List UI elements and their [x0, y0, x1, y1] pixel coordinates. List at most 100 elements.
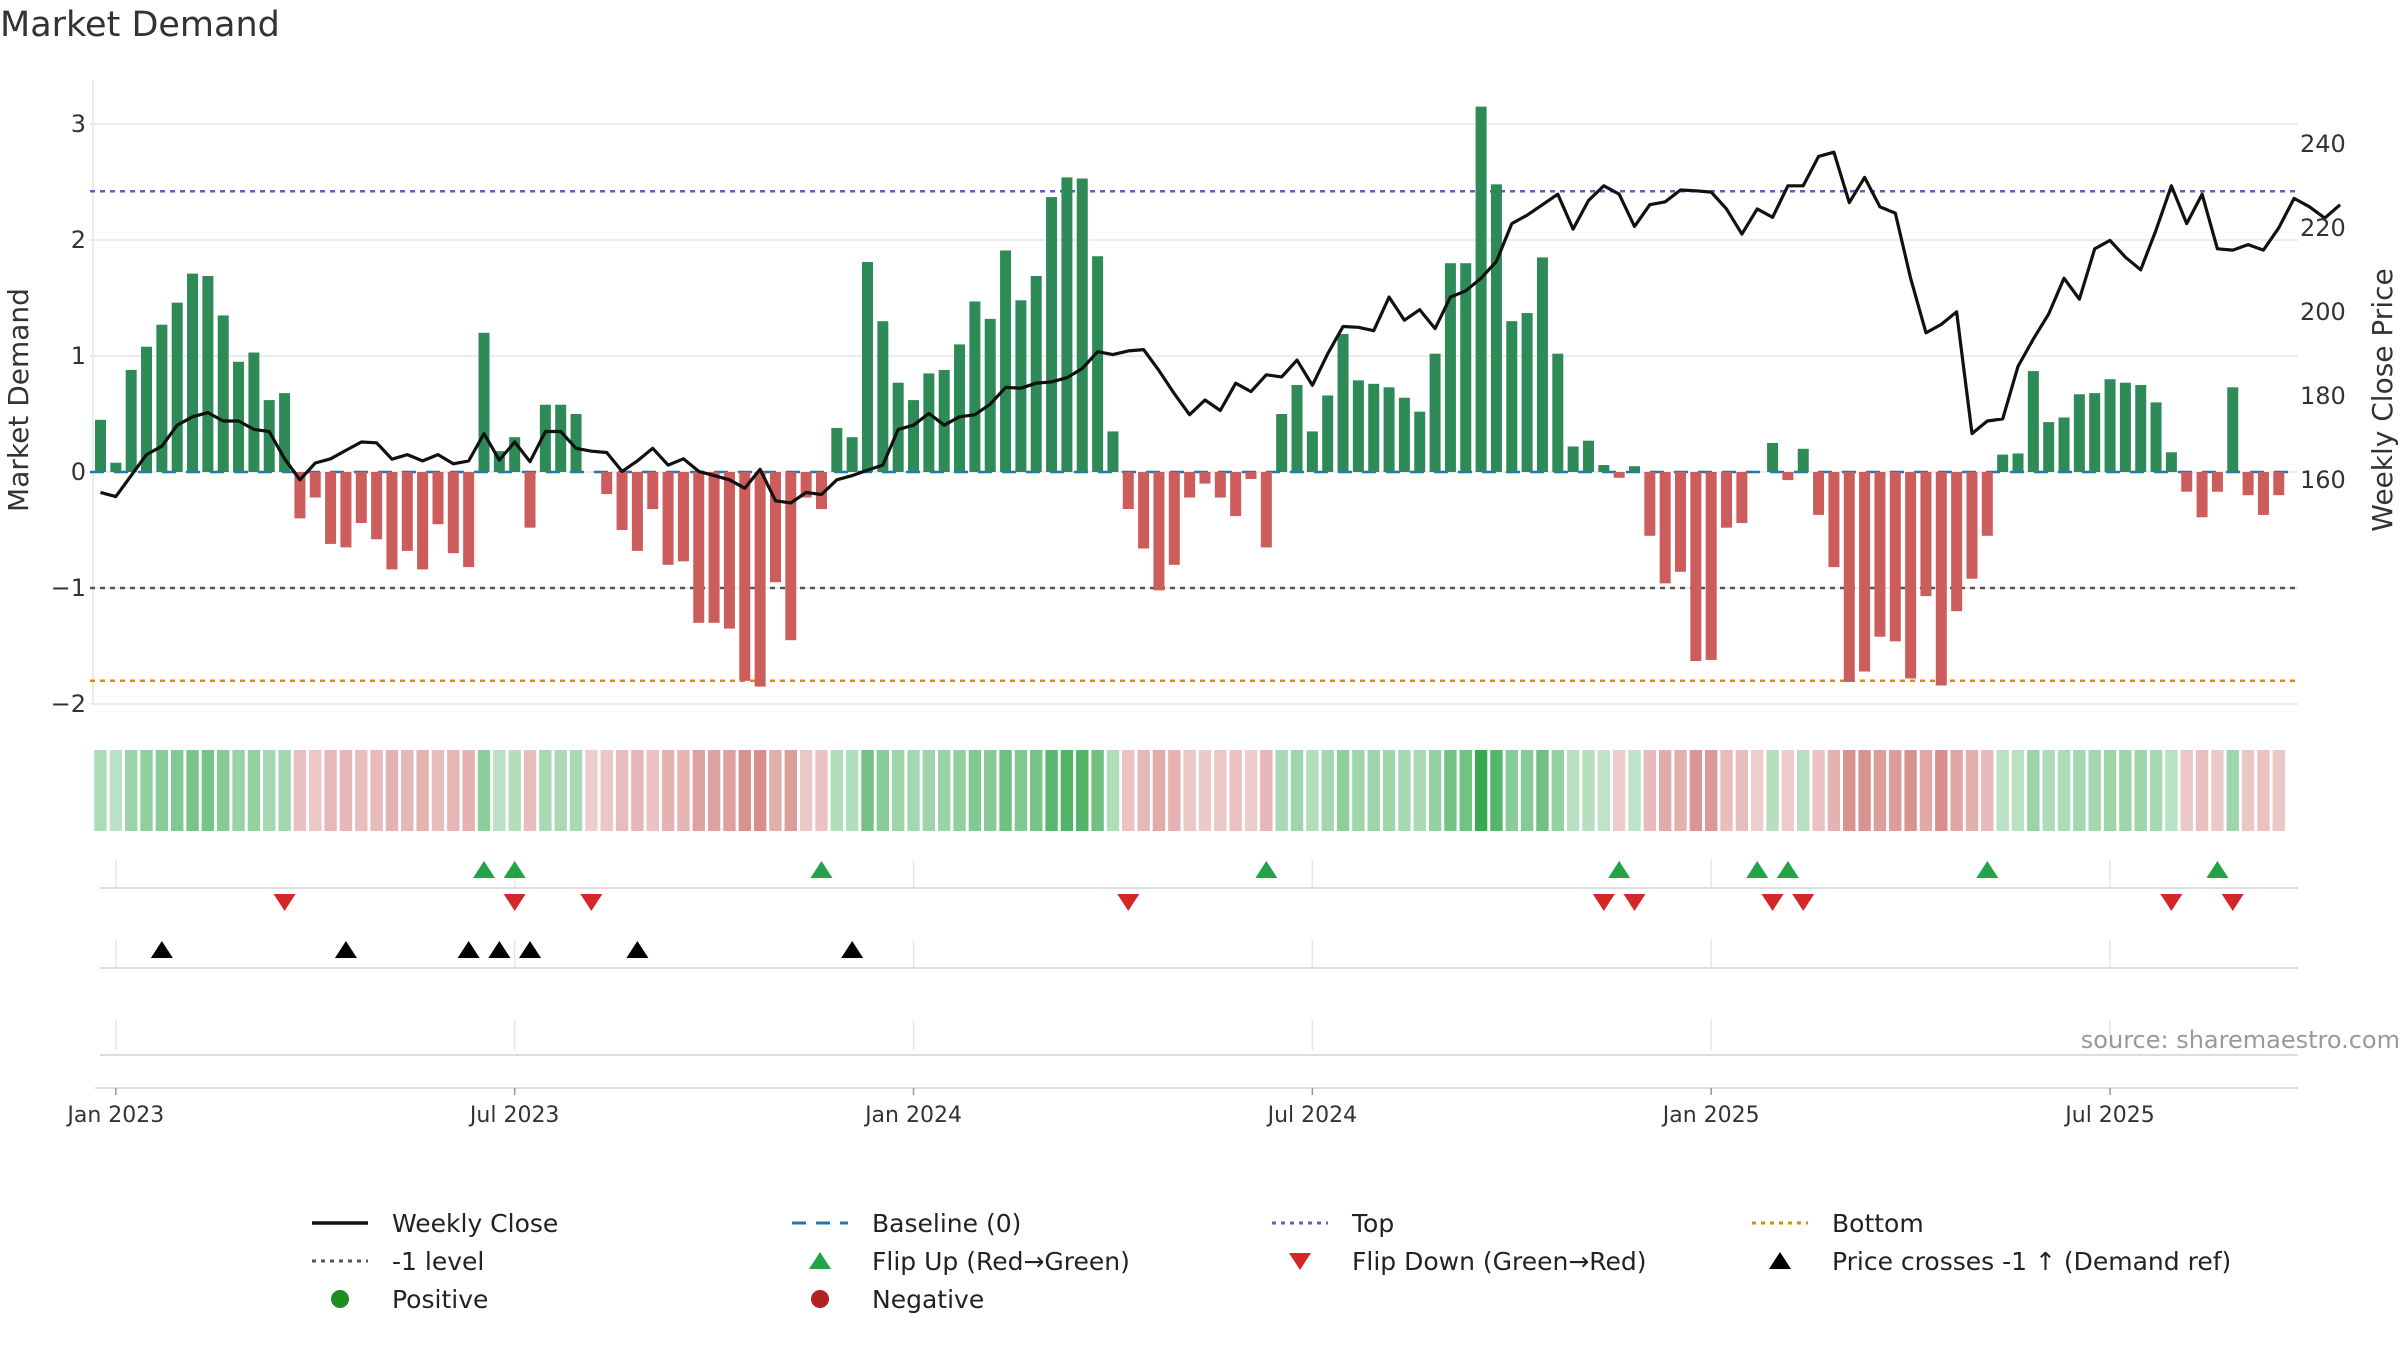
strip-cell-negative	[707, 750, 721, 831]
strip-cell-negative	[1889, 750, 1902, 831]
solid-line-icon	[312, 1221, 368, 1225]
strip-cell-positive	[1582, 750, 1595, 831]
negative-bar	[1813, 472, 1825, 515]
strip-cell-positive	[1996, 750, 2009, 831]
strip-cell-negative	[692, 750, 705, 831]
strip-cell-positive	[1505, 750, 1518, 831]
flip-up-marker	[810, 861, 833, 878]
strip-cell-negative	[523, 750, 537, 831]
strip-cell-positive	[140, 750, 153, 831]
strip-cell-positive	[1321, 750, 1334, 831]
flip-up-marker	[2206, 861, 2229, 878]
positive-bar	[2073, 394, 2085, 472]
negative-bar	[2181, 472, 2193, 492]
negative-bar	[1659, 472, 1671, 584]
legend-flip-down-label: Flip Down (Green→Red)	[1352, 1246, 1647, 1276]
positive-bar	[1061, 177, 1073, 473]
negative-bar	[1690, 472, 1702, 662]
flip-down-marker	[1623, 894, 1646, 911]
strip-cell-positive	[2103, 750, 2117, 831]
positive-bar	[202, 275, 214, 472]
strip-cell-negative	[677, 750, 690, 831]
positive-bar	[1414, 411, 1426, 472]
y-tick-left-label: 0	[71, 458, 86, 486]
flip-up-marker	[1746, 861, 1769, 878]
flip-down-marker	[1761, 894, 1784, 911]
negative-bar	[1245, 472, 1257, 479]
strip-cell-positive	[2011, 750, 2025, 831]
negative-bar	[769, 472, 781, 583]
strip-cell-negative	[738, 750, 751, 831]
price-cross-marker	[519, 941, 542, 958]
strip-cell-positive	[477, 750, 491, 831]
negative-bar	[708, 472, 720, 623]
strip-cell-negative	[815, 750, 828, 831]
strip-cell-negative	[1873, 750, 1887, 831]
dotted-line-purple-icon	[1272, 1221, 1328, 1225]
positive-bar	[2089, 393, 2101, 472]
positive-bar	[279, 393, 291, 472]
x-tick-label: Jan 2025	[1661, 1103, 1760, 1128]
strip-cell-positive	[1551, 750, 1564, 831]
strip-cell-negative	[1720, 750, 1733, 831]
legend-weekly-close-label: Weekly Close	[392, 1208, 559, 1238]
negative-bar	[432, 472, 444, 525]
strip-cell-positive	[1306, 750, 1319, 831]
positive-bar	[862, 262, 873, 472]
strip-cell-negative	[661, 750, 675, 831]
negative-bar	[1981, 472, 1993, 536]
strip-cell-positive	[1290, 750, 1304, 831]
strip-cell-negative	[2211, 750, 2224, 831]
negative-bar	[815, 472, 827, 510]
positive-bar	[1582, 440, 1594, 472]
positive-bar	[509, 437, 521, 472]
strip-cell-positive	[907, 750, 920, 831]
positive-bar	[1352, 380, 1364, 472]
y-tick-right-label: 200	[2300, 298, 2346, 326]
positive-bar	[1276, 414, 1288, 472]
y-tick-left-label: −2	[51, 690, 86, 718]
dotted-line-orange-icon	[1752, 1221, 1808, 1225]
negative-bar	[401, 472, 413, 551]
positive-bar	[1429, 353, 1441, 472]
positive-bar	[877, 321, 889, 472]
strip-cell-positive	[493, 750, 506, 831]
strip-cell-negative	[646, 750, 659, 831]
reference-lines	[90, 190, 2298, 683]
y-tick-left-label: −1	[51, 574, 86, 602]
negative-bar	[1214, 472, 1226, 498]
strip-cell-negative	[1674, 750, 1687, 831]
negative-bar	[1705, 472, 1717, 660]
positive-bar	[2119, 382, 2131, 472]
negative-bar	[2242, 472, 2254, 496]
negative-bar	[1828, 472, 1840, 568]
price-cross-marker	[488, 941, 511, 958]
negative-bar	[1199, 472, 1211, 484]
negative-bar	[2211, 472, 2223, 492]
positive-bar	[1444, 263, 1456, 472]
legend-baseline-label: Baseline (0)	[872, 1208, 1022, 1238]
strip-cell-positive	[922, 750, 936, 831]
positive-bar	[938, 369, 950, 472]
positive-bar	[248, 352, 260, 472]
strip-cell-negative	[1843, 750, 1856, 831]
x-tick-label: Jan 2023	[65, 1103, 164, 1128]
flip-up-marker	[1776, 861, 1799, 878]
strip-cell-positive	[1091, 750, 1104, 831]
y-tick-right-label: 240	[2300, 130, 2346, 158]
strip-cell-positive	[953, 750, 966, 831]
flip-up-marker	[1608, 861, 1631, 878]
strip-cell-positive	[845, 750, 859, 831]
flip-up-marker	[473, 861, 495, 878]
strip-cell-positive	[263, 750, 276, 831]
positive-bar	[892, 382, 904, 472]
x-tick-label: Jul 2023	[468, 1103, 560, 1128]
strip-cell-positive	[999, 750, 1012, 831]
strip-cell-negative	[600, 750, 613, 831]
negative-bar	[1843, 472, 1855, 682]
legend-positive-label: Positive	[392, 1284, 489, 1314]
weekly-close-line	[100, 150, 2342, 505]
positive-bar	[1475, 106, 1487, 472]
strip-cell-negative	[615, 750, 629, 831]
flip-up-marker	[1255, 861, 1278, 878]
